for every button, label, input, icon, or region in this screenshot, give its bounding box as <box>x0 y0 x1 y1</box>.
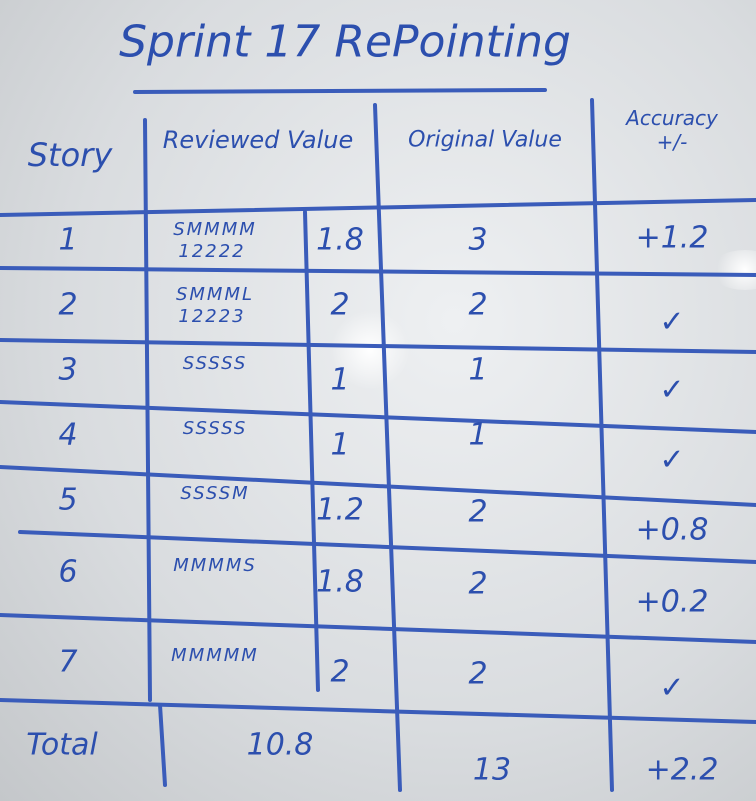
story-number: 2 <box>58 287 78 323</box>
board-title: Sprint 17 RePointing <box>119 16 571 68</box>
total-label: Total <box>26 727 98 763</box>
column-divider <box>590 98 614 792</box>
reviewed-value: 1.8 <box>316 564 364 600</box>
row-divider <box>0 338 756 354</box>
reviewed-value: 1 <box>330 427 350 463</box>
original-value: 3 <box>468 222 488 258</box>
original-value: 2 <box>468 287 488 323</box>
row-divider <box>0 698 756 724</box>
header-accuracy: Accuracy +/- <box>626 106 718 154</box>
accuracy-value: +1.2 <box>635 220 709 256</box>
size-votes: SSSSS <box>182 353 248 374</box>
story-number: 4 <box>58 417 78 453</box>
size-votes: MMMMS <box>173 555 257 576</box>
reviewed-value: 1.2 <box>316 492 364 528</box>
total-accuracy: +2.2 <box>645 752 719 788</box>
original-value: 2 <box>468 566 488 602</box>
row-divider <box>0 465 756 507</box>
column-divider <box>158 703 167 787</box>
accuracy-value: ✓ <box>659 372 685 408</box>
reviewed-value: 2 <box>330 287 350 323</box>
total-reviewed: 10.8 <box>246 727 314 763</box>
story-number: 6 <box>58 554 78 590</box>
total-original: 13 <box>472 752 512 788</box>
size-votes: SSSSS <box>182 418 248 439</box>
row-divider <box>0 400 756 434</box>
column-divider <box>303 210 320 692</box>
point-votes: 12222 <box>178 241 246 262</box>
header-original: Original Value <box>408 127 562 153</box>
row-divider <box>18 530 756 564</box>
row-divider <box>0 613 756 644</box>
reviewed-value: 2 <box>330 654 350 690</box>
accuracy-value: ✓ <box>659 304 685 340</box>
original-value: 1 <box>468 417 488 453</box>
header-story: Story <box>27 136 113 174</box>
original-value: 2 <box>468 656 488 692</box>
accuracy-value: +0.2 <box>635 584 709 620</box>
original-value: 1 <box>468 352 488 388</box>
point-votes: 12223 <box>178 306 246 327</box>
row-divider <box>0 266 756 277</box>
accuracy-value: ✓ <box>659 442 685 478</box>
light-glare <box>330 310 410 390</box>
reviewed-value: 1.8 <box>316 222 364 258</box>
size-votes: SMMMM <box>173 219 257 240</box>
story-number: 3 <box>58 352 78 388</box>
original-value: 2 <box>468 494 488 530</box>
reviewed-value: 1 <box>330 362 350 398</box>
accuracy-value: ✓ <box>659 670 685 706</box>
size-votes: SSSSM <box>180 483 250 504</box>
story-number: 5 <box>58 482 78 518</box>
title-underline <box>133 88 547 94</box>
column-divider <box>143 118 152 702</box>
story-number: 7 <box>58 644 78 680</box>
size-votes: MMMMM <box>171 645 259 666</box>
column-divider <box>373 103 402 792</box>
story-number: 1 <box>58 222 78 258</box>
header-reviewed: Reviewed Value <box>162 126 354 154</box>
accuracy-value: +0.8 <box>635 512 709 548</box>
size-votes: SMMML <box>175 284 255 305</box>
